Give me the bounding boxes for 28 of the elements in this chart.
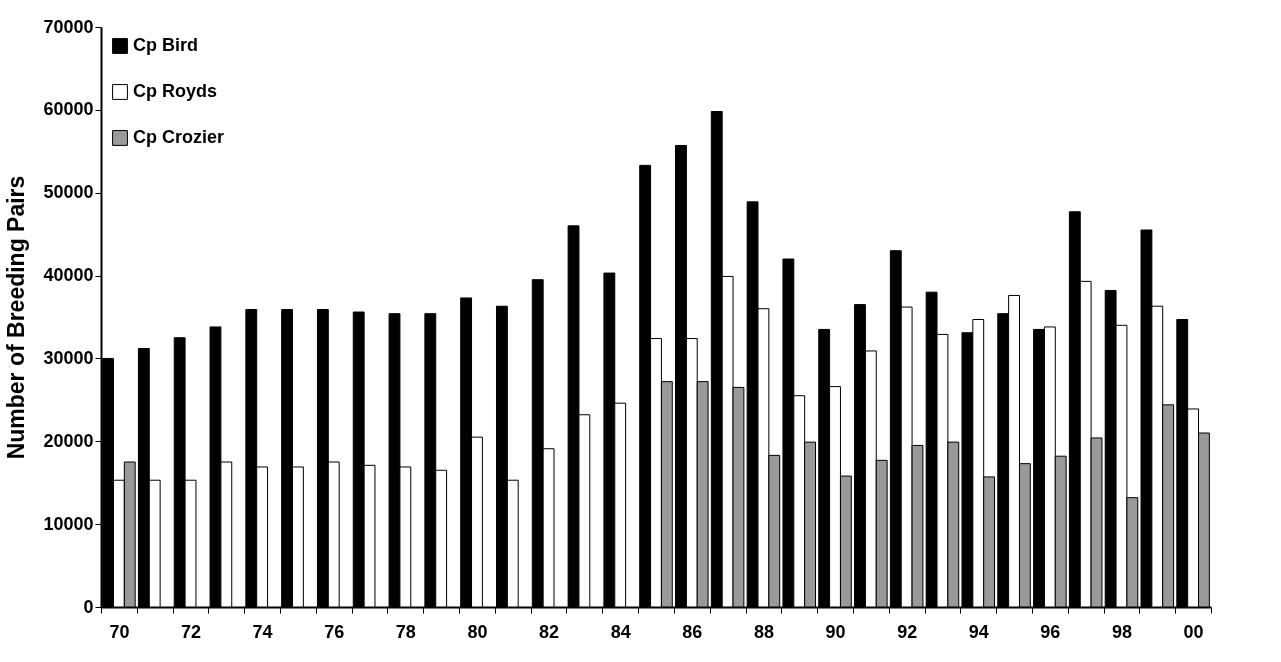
y-tick-label: 10000 <box>43 513 94 534</box>
legend-label: Cp Crozier <box>133 127 225 147</box>
y-tick-label: 0 <box>83 596 94 617</box>
x-tick-label: 90 <box>825 621 846 642</box>
y-tick-label: 20000 <box>43 430 94 451</box>
x-tick-label: 70 <box>109 621 130 642</box>
y-tick-label: 70000 <box>43 16 94 37</box>
x-tick-label: 98 <box>1111 621 1132 642</box>
x-tick-label: 00 <box>1183 621 1204 642</box>
x-tick-label: 86 <box>682 621 703 642</box>
x-tick-label: 78 <box>395 621 416 642</box>
x-tick-label: 84 <box>610 621 631 642</box>
x-tick-label: 74 <box>252 621 273 642</box>
x-tick-label: 80 <box>467 621 488 642</box>
x-tick-label: 72 <box>181 621 202 642</box>
y-tick-label: 60000 <box>43 99 94 120</box>
y-tick-label: 40000 <box>43 265 94 286</box>
y-tick-label: 50000 <box>43 182 94 203</box>
x-tick-label: 94 <box>968 621 989 642</box>
x-tick-label: 76 <box>324 621 345 642</box>
x-tick-label: 92 <box>897 621 918 642</box>
legend-label: Cp Bird <box>133 35 198 55</box>
legend-label: Cp Royds <box>133 81 218 101</box>
y-tick-label: 30000 <box>43 347 94 368</box>
x-tick-label: 82 <box>539 621 560 642</box>
y-axis-title: Number of Breeding Pairs <box>3 175 30 460</box>
x-tick-label: 88 <box>753 621 774 642</box>
x-tick-label: 96 <box>1040 621 1061 642</box>
